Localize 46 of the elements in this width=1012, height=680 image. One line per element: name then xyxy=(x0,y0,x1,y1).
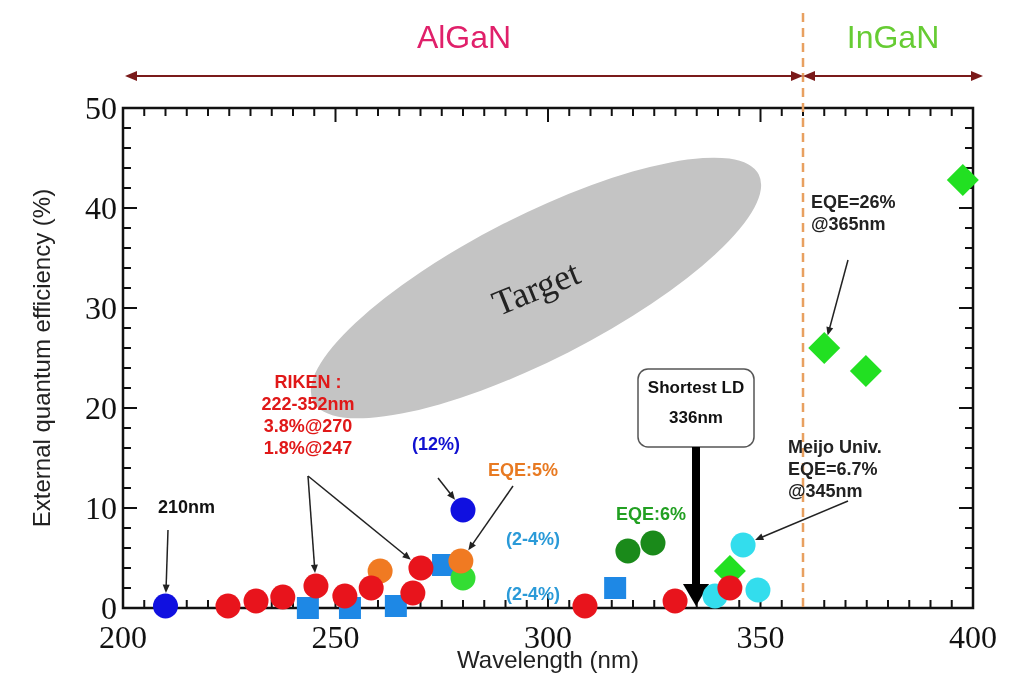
point xyxy=(358,575,384,601)
annotation: 210nm xyxy=(158,497,216,517)
annotation: Shortest LD 336nm xyxy=(647,378,745,427)
y-tick-label: 40 xyxy=(85,190,117,226)
y-tick-label: 30 xyxy=(85,290,117,326)
point xyxy=(640,530,666,556)
annotation: EQE:6% xyxy=(615,504,687,524)
text: AlGaN xyxy=(416,19,512,55)
x-tick-label: 250 xyxy=(311,619,360,655)
point xyxy=(615,538,641,564)
annotation: Target xyxy=(486,252,586,324)
point xyxy=(332,583,358,609)
annotation: (2-4%) xyxy=(505,584,561,604)
point xyxy=(662,588,688,614)
point xyxy=(604,577,627,599)
annotation: RIKEN : 222-352nm 3.8%@270 1.8%@247 xyxy=(261,372,355,458)
point xyxy=(448,548,474,574)
point xyxy=(296,597,319,619)
annotation: EQE=26% @365nm xyxy=(811,192,896,234)
point xyxy=(808,332,841,364)
y-axis-title: External quantum efficiency (%) xyxy=(28,188,55,528)
point xyxy=(153,593,178,619)
point xyxy=(243,588,269,614)
annotation: (12%) xyxy=(411,434,461,454)
point xyxy=(384,595,407,617)
point xyxy=(408,555,434,581)
point xyxy=(849,355,882,387)
y-tick-label: 20 xyxy=(85,390,117,426)
point xyxy=(717,575,743,601)
point xyxy=(572,593,598,619)
point xyxy=(215,593,241,619)
point xyxy=(730,532,756,558)
x-tick-label: 400 xyxy=(949,619,997,655)
point xyxy=(450,497,476,523)
text: InGaN xyxy=(846,19,940,55)
annotation: (2-4%) xyxy=(505,529,561,549)
x-tick-label: 350 xyxy=(736,619,785,655)
y-tick-label: 50 xyxy=(85,90,117,126)
annotation: EQE:5% xyxy=(487,460,559,480)
point xyxy=(946,164,979,196)
point xyxy=(270,584,296,610)
point xyxy=(745,577,771,603)
y-tick-label: 10 xyxy=(85,490,117,526)
annotation: Meijo Univ. EQE=6.7% @345nm xyxy=(788,437,882,501)
point xyxy=(303,573,329,599)
point xyxy=(400,580,426,606)
